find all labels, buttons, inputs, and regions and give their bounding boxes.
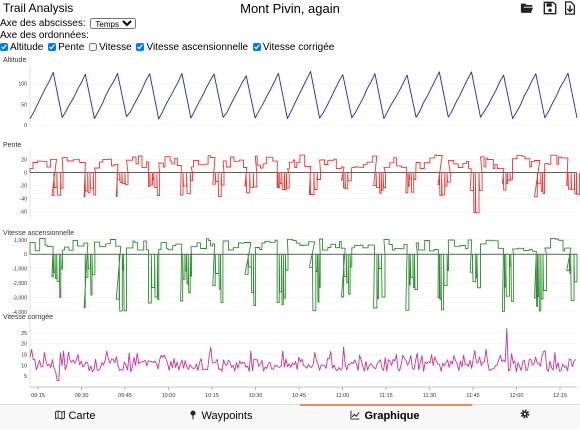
- y-tick-label-3-1: 20: [21, 342, 27, 348]
- tab-waypoints[interactable]: Waypoints: [160, 405, 280, 427]
- y-tick-label-0-1: 50: [21, 102, 27, 108]
- y-tick-label-3-3: 10: [21, 363, 27, 369]
- y-tick-label-2-0: 1,000: [14, 238, 27, 244]
- tab-settings[interactable]: [505, 405, 545, 427]
- y-tick-label-1-2: -20: [20, 184, 28, 190]
- y-tick-label-0-0: 100: [18, 82, 27, 88]
- chart-title-2: Vitesse ascensionnelle: [3, 230, 74, 237]
- checkbox-altitude-input[interactable]: [0, 43, 8, 51]
- x-tick-label-12: 12:15: [553, 393, 567, 399]
- y-tick-label-0-2: 0: [24, 123, 27, 129]
- pin-icon: [190, 410, 196, 420]
- y-tick-label-2-1: 0: [24, 252, 27, 258]
- top-bar: Trail Analysis Mont Pivin, again: [0, 0, 580, 17]
- chart-title-1: Pente: [3, 142, 21, 149]
- x-tick-label-8: 11:15: [379, 393, 392, 399]
- chart-area: Altitude 100 50 0 Pente 20 0 -20 -40 -60 Vitesse a…: [0, 52, 580, 400]
- chart-title-3: Vitesse corrigée: [3, 314, 53, 321]
- y-tick-label-2-5: -4,000: [12, 310, 27, 316]
- x-tick-label-1: 09:30: [75, 393, 89, 399]
- document-title: Mont Pivin, again: [240, 1, 340, 16]
- tab-carte[interactable]: Carte: [30, 405, 120, 427]
- x-tick-label-2: 09:45: [118, 393, 132, 399]
- checkbox-vitesse-ascensionnelle[interactable]: Vitesse ascensionnelle: [136, 42, 248, 54]
- x-tick-label-0: 09:15: [31, 393, 45, 399]
- active-tab-indicator: [300, 404, 472, 406]
- checkbox-pente-input[interactable]: [48, 43, 57, 51]
- controls-panel: Axe des abscisses: Temps Axe des ordonné…: [0, 18, 580, 54]
- gear-icon: [520, 409, 530, 419]
- series-checkboxes: Altitude Pente Vitesse Vitesse ascension…: [0, 42, 580, 54]
- x-tick-label-10: 11:45: [466, 393, 479, 399]
- y-tick-label-1-0: 20: [21, 158, 27, 164]
- chart-title-0: Altitude: [3, 57, 26, 64]
- x-axis-label: Axe des abscisses:: [0, 18, 86, 29]
- y-tick-label-3-4: 5: [24, 374, 27, 380]
- x-tick-label-7: 11:00: [336, 393, 349, 399]
- y-tick-label-1-3: -40: [20, 197, 28, 203]
- y-tick-label-1-4: -60: [20, 210, 28, 216]
- x-axis-select[interactable]: Temps: [90, 18, 137, 29]
- x-tick-label-6: 10:45: [292, 393, 306, 399]
- series-line-2: [29, 237, 578, 312]
- y-axis-label: Axe des ordonnées:: [0, 30, 89, 41]
- x-tick-label-4: 10:15: [205, 393, 219, 399]
- checkbox-vitesse-ascensionnelle-input[interactable]: [136, 43, 145, 51]
- tab-graphique[interactable]: Graphique: [310, 405, 460, 427]
- checkbox-vitesse-input[interactable]: [89, 43, 98, 51]
- folder-open-icon[interactable]: [520, 1, 534, 15]
- map-icon: [54, 410, 65, 420]
- x-tick-label-5: 10:30: [249, 393, 263, 399]
- x-tick-label-9: 11:30: [423, 393, 436, 399]
- checkbox-vitesse-corrigee[interactable]: Vitesse corrigée: [252, 42, 334, 54]
- download-icon[interactable]: [563, 1, 577, 15]
- y-tick-label-2-2: -1,000: [12, 267, 27, 273]
- app-title: Trail Analysis: [3, 1, 74, 15]
- series-line-3: [29, 328, 576, 381]
- checkbox-altitude[interactable]: Altitude: [0, 42, 43, 54]
- y-tick-label-1-1: 0: [24, 171, 27, 177]
- checkbox-vitesse[interactable]: Vitesse: [89, 42, 132, 54]
- y-tick-label-2-3: -2,000: [12, 281, 27, 287]
- save-icon[interactable]: [543, 1, 557, 15]
- bottom-tab-bar: Carte Waypoints Graphique: [0, 404, 580, 429]
- series-line-1: [29, 154, 580, 214]
- series-line-0: [29, 71, 578, 120]
- y-tick-label-3-0: 25: [21, 331, 27, 337]
- y-tick-label-3-2: 15: [21, 353, 27, 359]
- x-tick-label-3: 10:00: [162, 393, 176, 399]
- y-tick-label-2-4: -3,000: [12, 295, 27, 301]
- checkbox-vitesse-corrigee-input[interactable]: [252, 43, 261, 51]
- checkbox-pente[interactable]: Pente: [48, 42, 84, 54]
- chart-icon: [350, 410, 360, 420]
- x-tick-label-11: 12:00: [510, 393, 524, 399]
